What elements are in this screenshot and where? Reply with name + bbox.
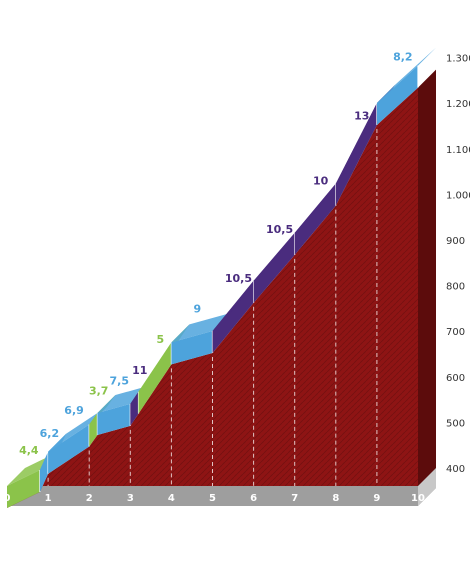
- x-tick-label: 9: [373, 493, 380, 504]
- profile-texture: [7, 87, 418, 509]
- y-tick-label: 400: [446, 464, 465, 475]
- gradient-segment: [7, 470, 40, 508]
- x-tick-label: 1: [45, 493, 52, 504]
- gradient-label: 13: [354, 109, 369, 122]
- gradient-label: 7,5: [110, 374, 130, 387]
- label-layer: 4,46,2 6,9 3,77,511 5 9 10,5 10,5 10 13 8,2: [19, 50, 413, 457]
- base-strip-side: [418, 468, 436, 506]
- gradient-label: 8,2: [393, 50, 413, 63]
- gradient-label: 9: [194, 303, 202, 316]
- gradient-label: 5: [157, 333, 165, 346]
- profile-side: [418, 69, 436, 487]
- y-tick-label: 600: [446, 373, 465, 384]
- gradient-label: 10,5: [225, 272, 252, 285]
- gradient-segment-top: [171, 312, 231, 343]
- gradient-label: 6,2: [40, 427, 60, 440]
- base-strip: [7, 468, 436, 506]
- y-tick-label: 1.300: [446, 54, 470, 65]
- base-layer: [7, 468, 436, 506]
- gradient-segment-top: [376, 47, 436, 103]
- gradient-label: 3,7: [89, 385, 109, 398]
- gradient-label: 6,9: [64, 404, 84, 417]
- gradient-segment: [294, 183, 336, 255]
- y-tick-label: 1.200: [446, 99, 470, 110]
- gradient-segment-top: [48, 406, 108, 452]
- gradient-label: 4,4: [19, 444, 39, 457]
- gradient-segment: [89, 413, 98, 447]
- x-tick-label: 0: [4, 493, 11, 504]
- x-tick-label: 7: [291, 493, 298, 504]
- x-tick-label: 5: [209, 493, 216, 504]
- gradient-segment-top: [97, 385, 149, 414]
- y-tick-label: 1.000: [446, 190, 470, 201]
- y-tick-label: 700: [446, 327, 465, 338]
- y-tick-label: 800: [446, 282, 465, 293]
- x-tick-label: 10: [411, 493, 425, 504]
- gradient-segment: [48, 424, 90, 474]
- gradient-segment: [376, 65, 418, 125]
- x-tick-label: 6: [250, 493, 257, 504]
- y-tick-label: 900: [446, 236, 465, 247]
- axis-layer: 0 1 2 3 4 5 6 7 8 9 10 400 500 600 700 800 900 1.000 1.100…: [4, 54, 470, 504]
- gradient-segment: [130, 391, 139, 426]
- x-tick-label: 2: [86, 493, 93, 504]
- gradient-segment: [97, 403, 131, 436]
- gradient-ribbon-layer: [7, 47, 436, 508]
- gradient-segment: [171, 330, 213, 365]
- gradient-label: 11: [132, 364, 147, 377]
- y-tick-label: 500: [446, 418, 465, 429]
- gradient-segment: [253, 232, 295, 303]
- gradient-label: 10: [313, 174, 329, 187]
- x-tick-label: 4: [168, 493, 175, 504]
- y-tick-label: 1.100: [446, 145, 470, 156]
- gradient-segment: [212, 280, 254, 353]
- profile-layer: [7, 69, 436, 509]
- x-tick-label: 3: [127, 493, 134, 504]
- gradient-label: 10,5: [266, 223, 293, 236]
- x-tick-label: 8: [332, 493, 339, 504]
